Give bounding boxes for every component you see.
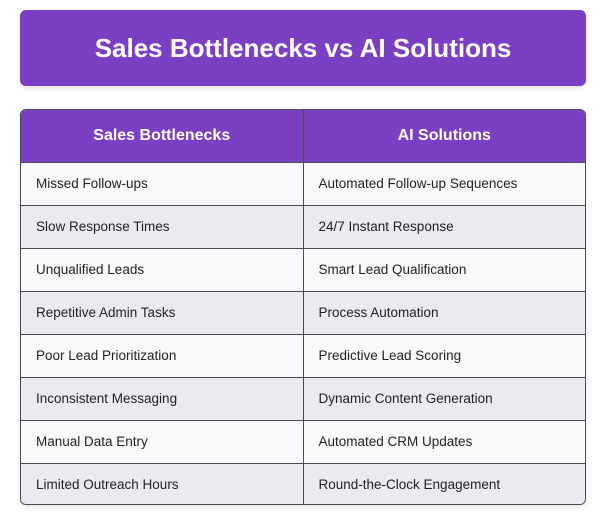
bottleneck-cell: Limited Outreach Hours [21, 463, 304, 504]
title-banner: Sales Bottlenecks vs AI Solutions [20, 10, 586, 86]
bottleneck-cell: Repetitive Admin Tasks [21, 291, 304, 335]
comparison-table: Sales Bottlenecks AI Solutions Missed Fo… [20, 109, 586, 505]
bottleneck-cell: Poor Lead Prioritization [21, 334, 304, 378]
column-header-bottlenecks: Sales Bottlenecks [21, 110, 304, 163]
bottleneck-cell: Unqualified Leads [21, 248, 304, 292]
solution-cell: Smart Lead Qualification [303, 248, 585, 292]
table-row: Inconsistent Messaging Dynamic Content G… [21, 377, 585, 421]
table-row: Poor Lead Prioritization Predictive Lead… [21, 334, 585, 378]
table-row: Limited Outreach Hours Round-the-Clock E… [21, 463, 585, 504]
solution-cell: Predictive Lead Scoring [303, 334, 585, 378]
table-row: Manual Data Entry Automated CRM Updates [21, 420, 585, 464]
solution-cell: Round-the-Clock Engagement [303, 463, 585, 504]
solution-cell: Process Automation [303, 291, 585, 335]
table-header-row: Sales Bottlenecks AI Solutions [21, 110, 585, 163]
solution-cell: Automated Follow-up Sequences [303, 162, 585, 206]
table-row: Slow Response Times 24/7 Instant Respons… [21, 205, 585, 249]
table-row: Unqualified Leads Smart Lead Qualificati… [21, 248, 585, 292]
solution-cell: Dynamic Content Generation [303, 377, 585, 421]
solution-cell: Automated CRM Updates [303, 420, 585, 464]
table-row: Missed Follow-ups Automated Follow-up Se… [21, 162, 585, 206]
column-header-ai-solutions: AI Solutions [303, 110, 585, 163]
bottleneck-cell: Inconsistent Messaging [21, 377, 304, 421]
bottleneck-cell: Manual Data Entry [21, 420, 304, 464]
solution-cell: 24/7 Instant Response [303, 205, 585, 249]
bottleneck-cell: Slow Response Times [21, 205, 304, 249]
bottleneck-cell: Missed Follow-ups [21, 162, 304, 206]
page-title: Sales Bottlenecks vs AI Solutions [94, 32, 512, 63]
table-row: Repetitive Admin Tasks Process Automatio… [21, 291, 585, 335]
